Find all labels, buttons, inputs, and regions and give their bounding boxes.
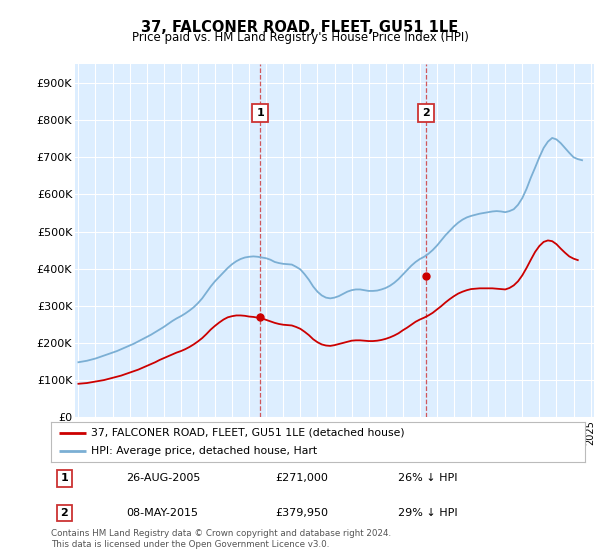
- Text: 2: 2: [422, 108, 430, 118]
- Text: 08-MAY-2015: 08-MAY-2015: [126, 508, 198, 518]
- Text: £379,950: £379,950: [275, 508, 328, 518]
- Text: 29% ↓ HPI: 29% ↓ HPI: [398, 508, 458, 518]
- Text: 26-AUG-2005: 26-AUG-2005: [126, 473, 200, 483]
- Text: Contains HM Land Registry data © Crown copyright and database right 2024.
This d: Contains HM Land Registry data © Crown c…: [51, 529, 391, 549]
- Text: 37, FALCONER ROAD, FLEET, GU51 1LE (detached house): 37, FALCONER ROAD, FLEET, GU51 1LE (deta…: [91, 428, 404, 437]
- Text: Price paid vs. HM Land Registry's House Price Index (HPI): Price paid vs. HM Land Registry's House …: [131, 31, 469, 44]
- Text: 1: 1: [61, 473, 68, 483]
- Text: 26% ↓ HPI: 26% ↓ HPI: [398, 473, 458, 483]
- Text: 1: 1: [256, 108, 264, 118]
- Text: £271,000: £271,000: [275, 473, 328, 483]
- Text: 37, FALCONER ROAD, FLEET, GU51 1LE: 37, FALCONER ROAD, FLEET, GU51 1LE: [142, 20, 458, 35]
- Text: 2: 2: [61, 508, 68, 518]
- Text: HPI: Average price, detached house, Hart: HPI: Average price, detached house, Hart: [91, 446, 317, 456]
